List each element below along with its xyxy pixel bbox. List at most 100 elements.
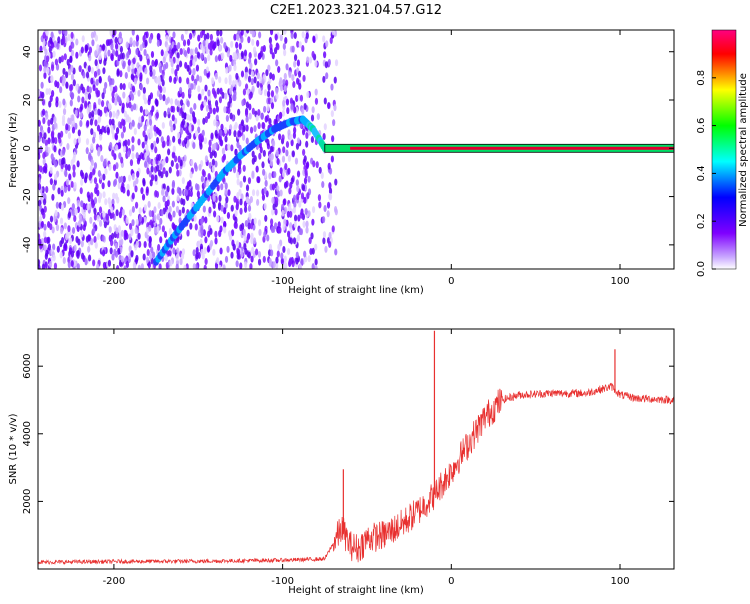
spectrogram-noise-cell [289,133,293,141]
spectrogram-noise-cell [200,218,204,226]
spectrogram-noise-cell [52,254,56,262]
spectrogram-noise-cell [240,50,244,58]
spectrogram-noise-cell [209,151,213,159]
spectrogram-noise-cell [107,49,111,57]
spectrogram-noise-cell [268,243,273,251]
spectrogram-noise-cell [244,219,248,227]
spectrogram-noise-cell [221,147,226,155]
spectrogram-noise-cell [203,180,207,188]
spectrogram-noise-cell [99,219,103,227]
spectrogram-noise-cell [146,58,150,66]
spectrogram-noise-cell [234,222,238,230]
spectrogram-noise-cell [85,44,89,52]
spectrogram-noise-cell [57,187,61,195]
spectrogram-noise-cell [170,105,174,113]
spectrogram-noise-cell [289,210,293,218]
figure-title: C2E1.2023.321.04.57.G12 [270,3,442,18]
spectrogram-noise-cell [162,94,166,102]
spectrogram-noise-cell [321,181,325,189]
spectrogram-noise-cell [176,52,180,60]
spectrogram-noise-cell [235,72,239,80]
spectrogram-noise-cell [162,86,167,94]
spectrogram-noise-cell [123,110,128,118]
spectrogram-noise-cell [238,123,242,131]
spectrogram-noise-cell [181,91,185,99]
spectrogram-noise-cell [132,40,136,48]
spectrogram-noise-cell [197,85,201,93]
spectrogram-noise-cell [245,184,250,192]
spectrogram-noise-cell [242,125,246,133]
spectrogram-noise-cell [50,90,55,98]
spectrogram-noise-cell [157,75,161,83]
spectrogram-noise-cell [220,183,224,191]
spectrogram-noise-cell [96,90,101,98]
spectrogram-noise-cell [331,135,335,143]
spectrogram-noise-cell [291,74,295,82]
spectrogram-noise-cell [120,131,125,139]
spectrogram-noise-cell [292,131,297,139]
spectrogram-noise-cell [166,139,170,147]
spectrogram-noise-cell [283,49,287,57]
spectrogram-noise-cell [107,180,111,188]
spectrogram-noise-cell [327,102,331,110]
spectrogram-noise-cell [299,228,304,236]
spectrogram-noise-cell [70,49,75,57]
spectrogram-noise-cell [264,115,268,123]
spectrogram-noise-cell [80,103,84,111]
spectrogram-noise-cell [203,56,208,64]
spectrogram-noise-cell [148,36,152,44]
spectrogram-noise-cell [156,39,161,47]
spectrogram-x-tick-label: 0 [448,276,454,287]
spectrogram-noise-cell [45,185,49,193]
spectrogram-noise-cell [271,196,275,204]
spectrogram-noise-cell [273,171,277,179]
spectrogram-noise-cell [67,225,71,233]
spectrogram-noise-cell [192,142,196,150]
spectrogram-noise-cell [230,251,234,259]
spectrogram-noise-cell [147,94,152,102]
spectrogram-noise-cell [87,92,92,100]
spectrogram-noise-cell [130,250,134,258]
spectrogram-noise-cell [262,149,266,157]
spectrogram-noise-cell [320,172,324,180]
spectrogram-noise-cell [272,261,276,269]
spectrogram-noise-cell [310,232,314,240]
spectrogram-y-tick-label: 20 [22,94,33,107]
spectrogram-noise-cell [103,51,108,59]
spectrogram-noise-cell [63,185,68,193]
spectrogram-noise-cell [102,160,106,168]
spectrogram-noise-cell [199,133,203,141]
spectrogram-noise-cell [334,178,338,186]
spectrogram-noise-cell [186,100,190,108]
spectrogram-noise-cell [131,67,135,75]
spectrogram-noise-cell [128,209,133,217]
spectrogram-noise-cell [88,173,92,181]
spectrogram-noise-cell [299,211,303,219]
spectrogram-noise-cell [314,258,318,266]
spectrogram-noise-cell [176,247,180,255]
spectrogram-noise-cell [143,160,148,168]
spectrogram-noise-cell [59,251,63,259]
spectrogram-noise-cell [148,224,152,232]
spectrogram-x-label: Height of straight line (km) [288,285,424,296]
spectrogram-noise-cell [114,98,118,106]
spectrogram-noise-cell [201,168,205,176]
spectrogram-noise-cell [215,105,220,113]
spectrogram-noise-cell [190,124,195,132]
spectrogram-noise-cell [211,87,216,95]
spectrogram-noise-cell [43,60,47,68]
spectrogram-noise-cell [233,90,237,98]
spectrogram-noise-cell [314,97,319,105]
spectrogram-noise-cell [92,168,96,176]
spectrogram-noise-cell [222,264,226,269]
spectrogram-noise-cell [263,105,267,113]
spectrogram-noise-cell [334,248,338,256]
spectrogram-noise-cell [114,133,119,141]
spectrogram-noise-cell [191,30,195,34]
spectrogram-noise-cell [47,88,52,96]
spectrogram-noise-cell [202,205,206,213]
spectrogram-noise-cell [236,34,240,42]
spectrogram-noise-cell [286,247,291,255]
spectrogram-noise-cell [224,77,228,85]
spectrogram-noise-cell [214,99,219,107]
